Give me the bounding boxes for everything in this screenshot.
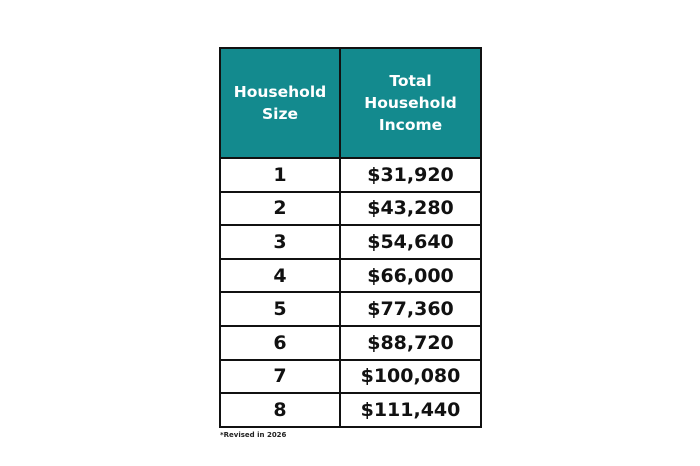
household-size-cell: 4 [219,257,341,294]
income-cell: $43,280 [339,190,482,227]
table-row: 2 $43,280 [219,190,482,227]
table-row: 7 $100,080 [219,358,482,395]
header-total-household-income: Total Household Income [339,47,482,159]
household-size-cell: 3 [219,224,341,260]
household-size-cell: 8 [219,392,341,428]
header-row: Household Size Total Household Income [219,47,482,159]
table-row: 6 $88,720 [219,324,482,361]
header-text: Household [364,94,457,112]
table-row: 8 $111,440 [219,392,482,428]
header-text: Income [378,116,443,134]
table-row: 1 $31,920 [219,157,482,193]
table-row: 3 $54,640 [219,224,482,260]
header-text: Total [389,72,432,90]
income-cell: $66,000 [339,257,482,294]
household-size-cell: 1 [219,157,341,193]
footnote: *Revised in 2026 [220,431,287,439]
income-cell: $54,640 [339,224,482,260]
income-cell: $77,360 [339,291,482,327]
table-row: 5 $77,360 [219,291,482,327]
table-row: 4 $66,000 [219,257,482,294]
household-size-cell: 5 [219,291,341,327]
income-cell: $31,920 [339,157,482,193]
header-text: Household [233,83,327,101]
household-size-cell: 2 [219,190,341,227]
header-household-size: Household Size [219,47,341,159]
household-size-cell: 6 [219,324,341,361]
income-cell: $100,080 [339,358,482,395]
income-cell: $88,720 [339,324,482,361]
income-cell: $111,440 [339,392,482,428]
household-size-cell: 7 [219,358,341,395]
header-text: Size [261,105,298,123]
income-table: Household Size Total Household Income 1 $… [219,47,482,428]
